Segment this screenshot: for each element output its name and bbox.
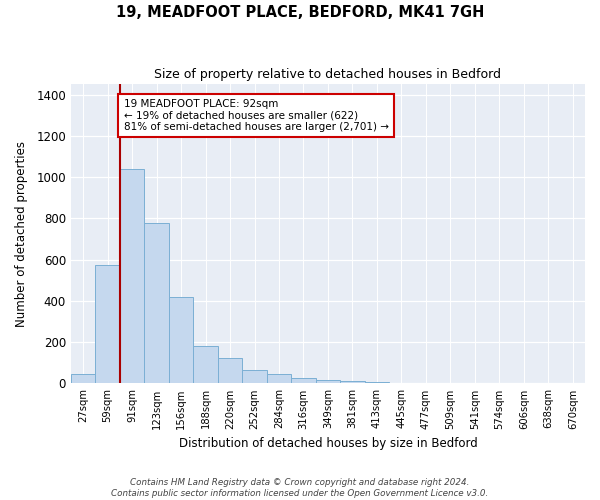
X-axis label: Distribution of detached houses by size in Bedford: Distribution of detached houses by size … xyxy=(179,437,478,450)
Bar xyxy=(291,378,316,384)
Bar xyxy=(340,382,365,384)
Bar xyxy=(242,370,267,384)
Title: Size of property relative to detached houses in Bedford: Size of property relative to detached ho… xyxy=(154,68,502,80)
Bar xyxy=(365,382,389,384)
Text: 19 MEADFOOT PLACE: 92sqm
← 19% of detached houses are smaller (622)
81% of semi-: 19 MEADFOOT PLACE: 92sqm ← 19% of detach… xyxy=(124,99,389,132)
Bar xyxy=(120,169,145,384)
Bar xyxy=(169,297,193,384)
Bar xyxy=(193,346,218,384)
Bar xyxy=(267,374,291,384)
Bar xyxy=(389,383,413,384)
Bar xyxy=(95,265,120,384)
Bar xyxy=(316,380,340,384)
Bar xyxy=(145,222,169,384)
Text: 19, MEADFOOT PLACE, BEDFORD, MK41 7GH: 19, MEADFOOT PLACE, BEDFORD, MK41 7GH xyxy=(116,5,484,20)
Bar xyxy=(218,358,242,384)
Text: Contains HM Land Registry data © Crown copyright and database right 2024.
Contai: Contains HM Land Registry data © Crown c… xyxy=(112,478,488,498)
Bar xyxy=(71,374,95,384)
Y-axis label: Number of detached properties: Number of detached properties xyxy=(15,141,28,327)
